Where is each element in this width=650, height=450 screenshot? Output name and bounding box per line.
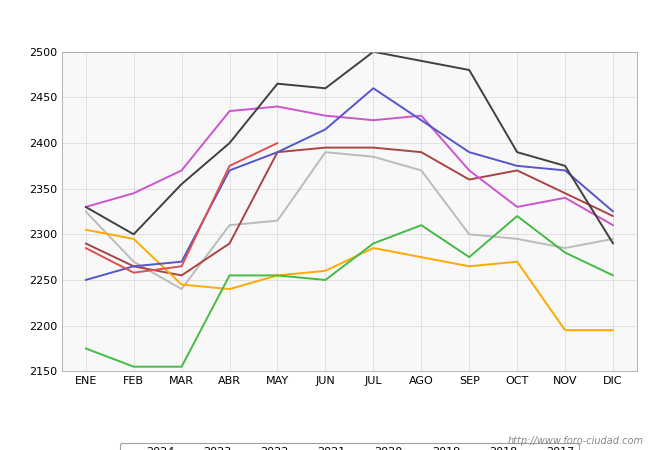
- Text: Afiliados en Melide a 31/5/2024: Afiliados en Melide a 31/5/2024: [194, 14, 456, 33]
- Text: http://www.foro-ciudad.com: http://www.foro-ciudad.com: [508, 436, 644, 446]
- Legend: 2024, 2023, 2022, 2021, 2020, 2019, 2018, 2017: 2024, 2023, 2022, 2021, 2020, 2019, 2018…: [120, 443, 578, 450]
